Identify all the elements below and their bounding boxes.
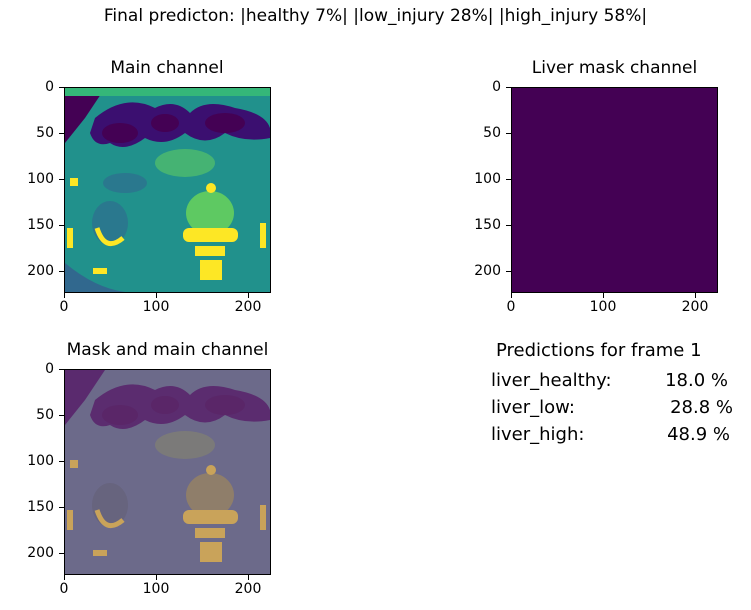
prediction-label: liver_low: (491, 397, 575, 418)
y-tick: 50 (36, 125, 54, 141)
x-tick: 200 (681, 299, 709, 315)
prediction-label: liver_healthy: (491, 370, 612, 391)
y-tick: 0 (492, 79, 501, 95)
x-tick: 0 (59, 581, 69, 597)
x-tick: 100 (589, 299, 617, 315)
y-tick: 50 (483, 125, 501, 141)
predictions-title: Predictions for frame 1 (496, 340, 702, 361)
prediction-value: 28.8 % (670, 397, 733, 418)
y-tick: 200 (27, 263, 54, 279)
y-tick: 200 (474, 263, 501, 279)
figure-title: Final predicton: |healthy 7%| |low_injur… (103, 6, 648, 26)
ct-scan-image (65, 88, 270, 292)
x-tick: 100 (142, 581, 170, 597)
prediction-label: liver_high: (491, 424, 585, 445)
x-tick: 100 (142, 299, 170, 315)
y-tick: 100 (27, 171, 54, 187)
y-tick: 50 (36, 407, 54, 423)
x-tick: 0 (506, 299, 516, 315)
overlay-ct-image (65, 370, 270, 574)
main-channel-title: Main channel (110, 58, 224, 78)
y-tick: 150 (474, 217, 501, 233)
prediction-value: 18.0 % (665, 370, 728, 391)
y-tick: 200 (27, 545, 54, 561)
overlay-image (64, 369, 271, 575)
prediction-value: 48.9 % (667, 424, 730, 445)
liver-mask-title: Liver mask channel (531, 58, 698, 78)
x-tick: 200 (234, 581, 262, 597)
y-tick: 0 (45, 79, 54, 95)
x-tick: 200 (234, 299, 262, 315)
overlay-title: Mask and main channel (66, 340, 269, 360)
main-channel-image (64, 87, 271, 293)
y-tick: 150 (27, 217, 54, 233)
x-tick: 0 (59, 299, 69, 315)
y-tick: 150 (27, 499, 54, 515)
y-tick: 100 (27, 453, 54, 469)
y-tick: 0 (45, 361, 54, 377)
liver-mask-image (511, 87, 718, 293)
y-tick: 100 (474, 171, 501, 187)
